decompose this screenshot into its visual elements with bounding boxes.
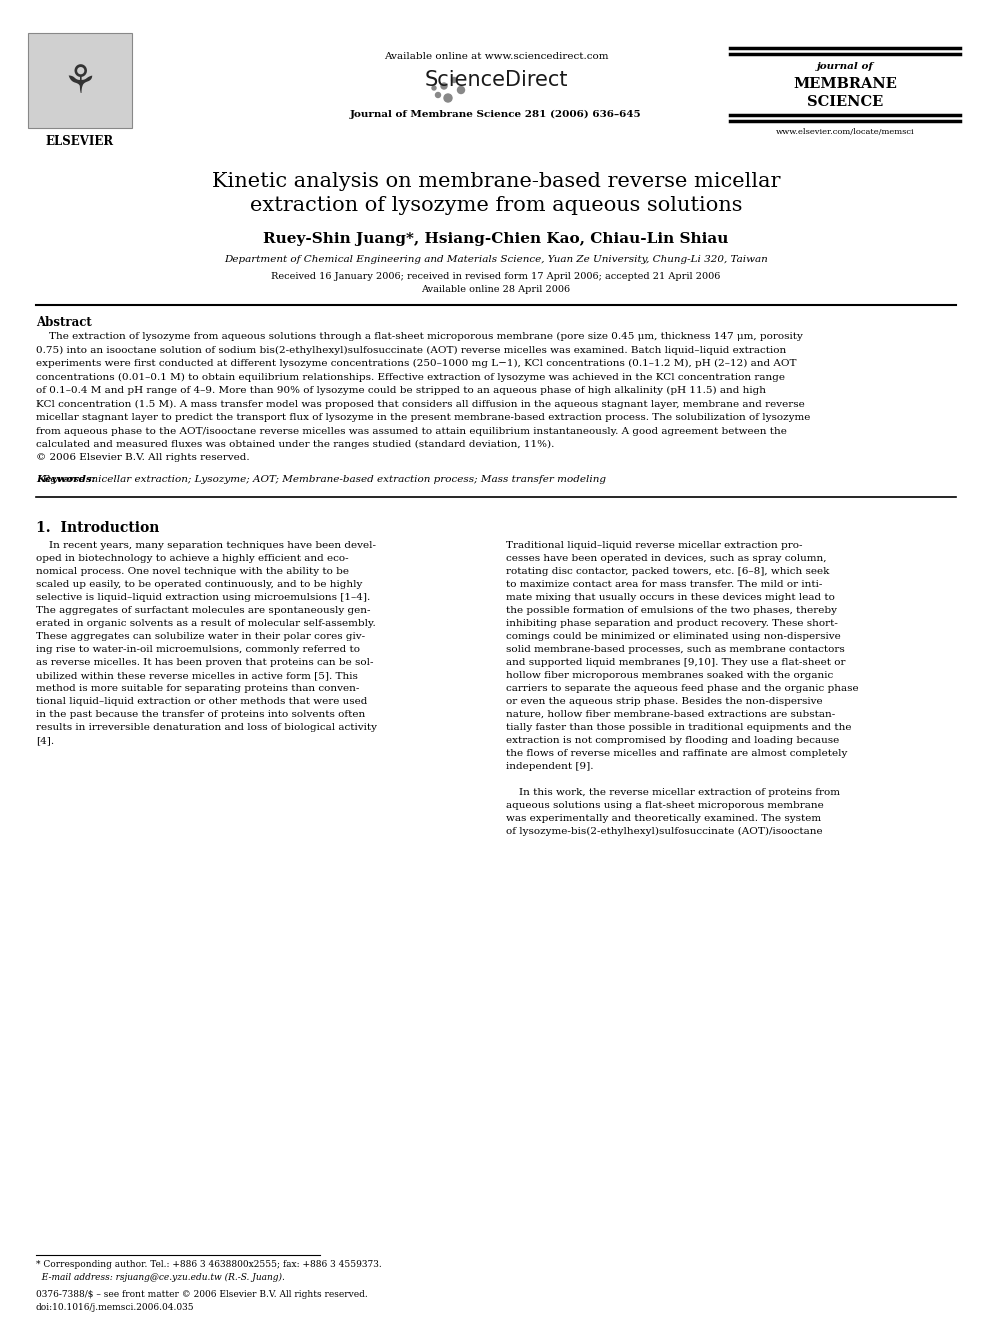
Text: ubilized within these reverse micelles in active form [5]. This: ubilized within these reverse micelles i… [36, 671, 358, 680]
Text: These aggregates can solubilize water in their polar cores giv-: These aggregates can solubilize water in… [36, 632, 365, 642]
Text: Reverse micellar extraction; Lysozyme; AOT; Membrane-based extraction process; M: Reverse micellar extraction; Lysozyme; A… [36, 475, 606, 484]
Text: www.elsevier.com/locate/memsci: www.elsevier.com/locate/memsci [776, 128, 915, 136]
Text: ScienceDirect: ScienceDirect [425, 70, 567, 90]
Text: [4].: [4]. [36, 736, 55, 745]
Text: inhibiting phase separation and product recovery. These short-: inhibiting phase separation and product … [506, 619, 838, 628]
Text: Ruey-Shin Juang*, Hsiang-Chien Kao, Chiau-Lin Shiau: Ruey-Shin Juang*, Hsiang-Chien Kao, Chia… [263, 232, 729, 246]
Text: Received 16 January 2006; received in revised form 17 April 2006; accepted 21 Ap: Received 16 January 2006; received in re… [272, 273, 720, 280]
Text: solid membrane-based processes, such as membrane contactors: solid membrane-based processes, such as … [506, 646, 845, 654]
Text: 1.  Introduction: 1. Introduction [36, 521, 160, 534]
Text: doi:10.1016/j.memsci.2006.04.035: doi:10.1016/j.memsci.2006.04.035 [36, 1303, 194, 1312]
Circle shape [457, 86, 464, 94]
Text: E-mail address: rsjuang@ce.yzu.edu.tw (R.-S. Juang).: E-mail address: rsjuang@ce.yzu.edu.tw (R… [36, 1273, 285, 1282]
Text: In this work, the reverse micellar extraction of proteins from: In this work, the reverse micellar extra… [506, 789, 840, 796]
Text: hollow fiber microporous membranes soaked with the organic: hollow fiber microporous membranes soake… [506, 671, 833, 680]
Text: tional liquid–liquid extraction or other methods that were used: tional liquid–liquid extraction or other… [36, 697, 367, 706]
Text: scaled up easily, to be operated continuously, and to be highly: scaled up easily, to be operated continu… [36, 579, 362, 589]
Text: * Corresponding author. Tel.: +886 3 4638800x2555; fax: +886 3 4559373.: * Corresponding author. Tel.: +886 3 463… [36, 1259, 382, 1269]
Circle shape [441, 83, 447, 89]
Text: © 2006 Elsevier B.V. All rights reserved.: © 2006 Elsevier B.V. All rights reserved… [36, 454, 250, 463]
Text: KCl concentration (1.5 M). A mass transfer model was proposed that considers all: KCl concentration (1.5 M). A mass transf… [36, 400, 805, 409]
Text: results in irreversible denaturation and loss of biological activity: results in irreversible denaturation and… [36, 722, 377, 732]
Circle shape [451, 78, 456, 82]
Text: Kinetic analysis on membrane-based reverse micellar: Kinetic analysis on membrane-based rever… [211, 172, 781, 191]
Text: in the past because the transfer of proteins into solvents often: in the past because the transfer of prot… [36, 710, 365, 718]
Text: as reverse micelles. It has been proven that proteins can be sol-: as reverse micelles. It has been proven … [36, 658, 374, 667]
Text: concentrations (0.01–0.1 M) to obtain equilibrium relationships. Effective extra: concentrations (0.01–0.1 M) to obtain eq… [36, 373, 785, 381]
Text: carriers to separate the aqueous feed phase and the organic phase: carriers to separate the aqueous feed ph… [506, 684, 859, 693]
Text: oped in biotechnology to achieve a highly efficient and eco-: oped in biotechnology to achieve a highl… [36, 554, 348, 564]
Text: Keywords:: Keywords: [36, 475, 95, 484]
Text: experiments were first conducted at different lysozyme concentrations (250–1000 : experiments were first conducted at diff… [36, 359, 797, 368]
Text: Traditional liquid–liquid reverse micellar extraction pro-: Traditional liquid–liquid reverse micell… [506, 541, 803, 550]
Text: ing rise to water-in-oil microemulsions, commonly referred to: ing rise to water-in-oil microemulsions,… [36, 646, 360, 654]
Text: of lysozyme-bis(2-ethylhexyl)sulfosuccinate (AOT)/isooctane: of lysozyme-bis(2-ethylhexyl)sulfosuccin… [506, 827, 822, 836]
Text: The aggregates of surfactant molecules are spontaneously gen-: The aggregates of surfactant molecules a… [36, 606, 370, 615]
Text: tially faster than those possible in traditional equipments and the: tially faster than those possible in tra… [506, 722, 851, 732]
Text: SCIENCE: SCIENCE [806, 95, 883, 108]
Text: rotating disc contactor, packed towers, etc. [6–8], which seek: rotating disc contactor, packed towers, … [506, 568, 829, 576]
Text: calculated and measured fluxes was obtained under the ranges studied (standard d: calculated and measured fluxes was obtai… [36, 441, 555, 448]
Text: Available online 28 April 2006: Available online 28 April 2006 [422, 284, 570, 294]
Text: to maximize contact area for mass transfer. The mild or inti-: to maximize contact area for mass transf… [506, 579, 822, 589]
Text: Department of Chemical Engineering and Materials Science, Yuan Ze University, Ch: Department of Chemical Engineering and M… [224, 255, 768, 265]
Text: 0.75) into an isooctane solution of sodium bis(2-ethylhexyl)sulfosuccinate (AOT): 0.75) into an isooctane solution of sodi… [36, 345, 787, 355]
Text: journal of: journal of [816, 62, 873, 71]
Text: Abstract: Abstract [36, 316, 91, 329]
Text: independent [9].: independent [9]. [506, 762, 593, 771]
Text: nature, hollow fiber membrane-based extractions are substan-: nature, hollow fiber membrane-based extr… [506, 710, 835, 718]
Text: erated in organic solvents as a result of molecular self-assembly.: erated in organic solvents as a result o… [36, 619, 376, 628]
Text: cesses have been operated in devices, such as spray column,: cesses have been operated in devices, su… [506, 554, 826, 564]
Text: comings could be minimized or eliminated using non-dispersive: comings could be minimized or eliminated… [506, 632, 841, 642]
Text: ELSEVIER: ELSEVIER [46, 135, 114, 148]
Text: Available online at www.sciencedirect.com: Available online at www.sciencedirect.co… [384, 52, 608, 61]
Circle shape [444, 94, 452, 102]
Text: and supported liquid membranes [9,10]. They use a flat-sheet or: and supported liquid membranes [9,10]. T… [506, 658, 845, 667]
Text: ⚘: ⚘ [62, 64, 97, 101]
Text: or even the aqueous strip phase. Besides the non-dispersive: or even the aqueous strip phase. Besides… [506, 697, 822, 706]
Text: aqueous solutions using a flat-sheet microporous membrane: aqueous solutions using a flat-sheet mic… [506, 800, 823, 810]
Text: selective is liquid–liquid extraction using microemulsions [1–4].: selective is liquid–liquid extraction us… [36, 593, 370, 602]
Circle shape [432, 86, 436, 90]
Text: extraction is not compromised by flooding and loading because: extraction is not compromised by floodin… [506, 736, 839, 745]
Text: extraction of lysozyme from aqueous solutions: extraction of lysozyme from aqueous solu… [250, 196, 742, 216]
Text: of 0.1–0.4 M and pH range of 4–9. More than 90% of lysozyme could be stripped to: of 0.1–0.4 M and pH range of 4–9. More t… [36, 386, 766, 396]
Text: the flows of reverse micelles and raffinate are almost completely: the flows of reverse micelles and raffin… [506, 749, 847, 758]
Text: method is more suitable for separating proteins than conven-: method is more suitable for separating p… [36, 684, 359, 693]
Text: mate mixing that usually occurs in these devices might lead to: mate mixing that usually occurs in these… [506, 593, 835, 602]
FancyBboxPatch shape [28, 33, 132, 128]
Text: was experimentally and theoretically examined. The system: was experimentally and theoretically exa… [506, 814, 821, 823]
Text: MEMBRANE: MEMBRANE [793, 77, 897, 91]
Text: In recent years, many separation techniques have been devel-: In recent years, many separation techniq… [36, 541, 376, 550]
Text: from aqueous phase to the AOT/isooctane reverse micelles was assumed to attain e: from aqueous phase to the AOT/isooctane … [36, 426, 787, 435]
Text: 0376-7388/$ – see front matter © 2006 Elsevier B.V. All rights reserved.: 0376-7388/$ – see front matter © 2006 El… [36, 1290, 368, 1299]
Circle shape [435, 93, 440, 98]
Text: Journal of Membrane Science 281 (2006) 636–645: Journal of Membrane Science 281 (2006) 6… [350, 110, 642, 119]
Text: micellar stagnant layer to predict the transport flux of lysozyme in the present: micellar stagnant layer to predict the t… [36, 413, 810, 422]
Text: The extraction of lysozyme from aqueous solutions through a flat-sheet microporo: The extraction of lysozyme from aqueous … [36, 332, 803, 341]
Text: the possible formation of emulsions of the two phases, thereby: the possible formation of emulsions of t… [506, 606, 837, 615]
Text: nomical process. One novel technique with the ability to be: nomical process. One novel technique wit… [36, 568, 349, 576]
